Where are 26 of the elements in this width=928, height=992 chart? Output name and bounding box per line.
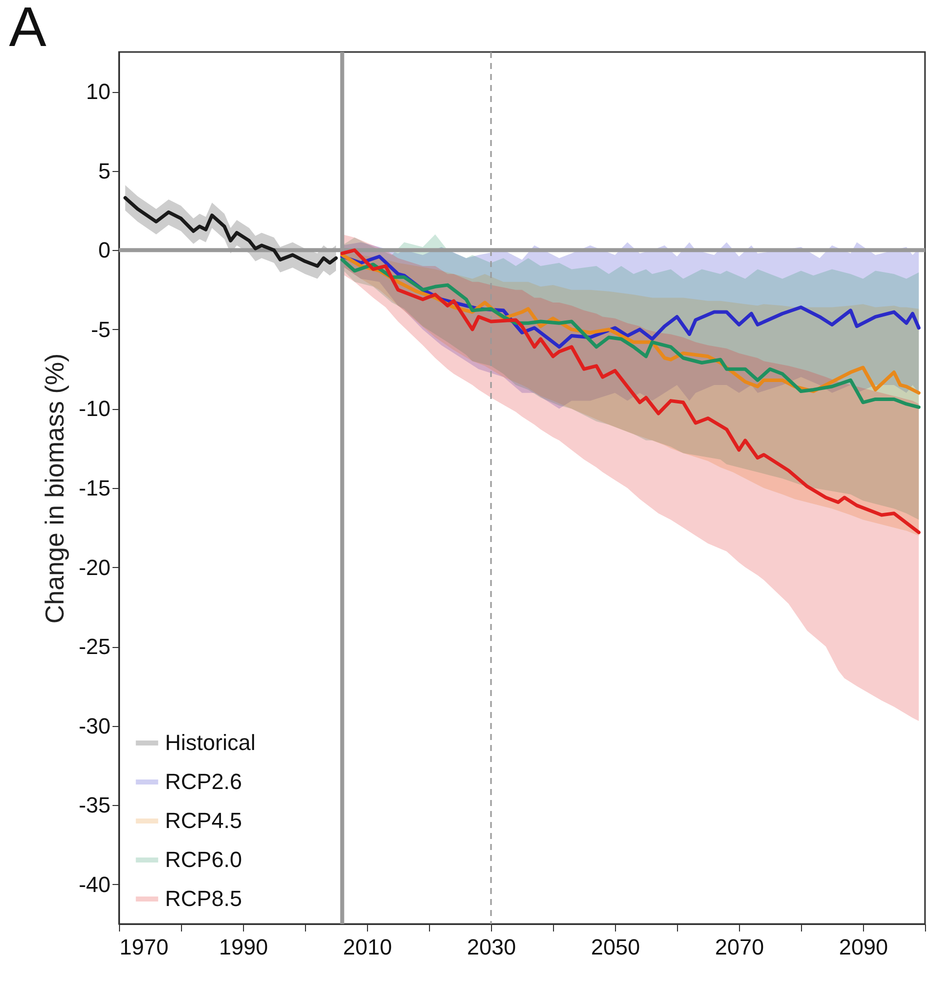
line-series	[123, 196, 338, 268]
y-tick-label: 0	[98, 238, 110, 263]
y-tick-label: 10	[86, 79, 110, 104]
y-tick-label: -35	[78, 792, 110, 818]
y-tick-label: -10	[78, 396, 110, 422]
x-tick-label: 2070	[715, 934, 764, 960]
legend-label: RCP4.5	[165, 808, 242, 833]
y-tick-label: -25	[78, 634, 110, 660]
chart-title: A	[9, 0, 47, 58]
y-tick-label: -40	[78, 872, 110, 897]
legend-label: RCP2.6	[165, 769, 242, 794]
y-tick-label: -30	[78, 713, 110, 738]
y-tick-label: -5	[90, 316, 110, 342]
x-tick-label: 2050	[591, 934, 640, 960]
x-tick-label: 2090	[839, 934, 888, 960]
y-tick-label: -20	[78, 554, 110, 580]
y-tick-label: -15	[78, 476, 110, 500]
x-tick-label: 1970	[120, 934, 168, 960]
legend-label: Historical	[165, 730, 256, 755]
x-tick-label: 2010	[343, 934, 392, 960]
y-axis-title: Change in biomass (%)	[40, 353, 70, 624]
legend-label: RCP6.0	[165, 847, 242, 872]
x-tick-label: 2030	[467, 934, 516, 960]
legend-label: RCP8.5	[165, 886, 242, 911]
x-tick-label: 1990	[219, 934, 268, 960]
y-tick-label: 5	[98, 158, 110, 184]
